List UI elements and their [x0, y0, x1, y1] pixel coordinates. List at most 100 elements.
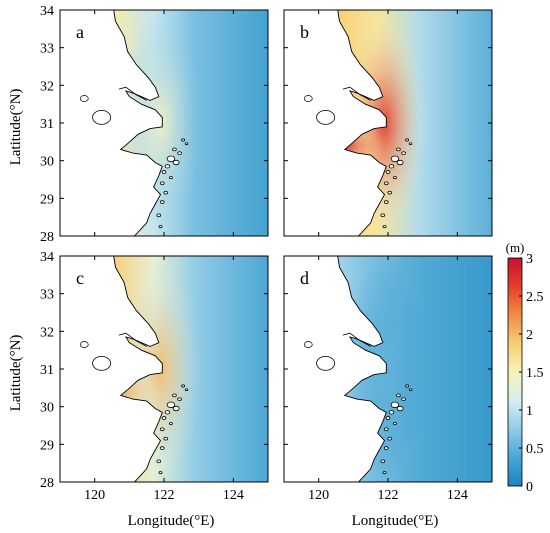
panel-c-field	[60, 256, 268, 482]
panel-a-island	[166, 155, 176, 162]
panel-c-island	[163, 436, 169, 441]
panel-b-river	[342, 86, 371, 101]
panel-a-label: a	[76, 22, 84, 42]
panel-a-island	[156, 213, 162, 218]
panel-c-island	[156, 459, 162, 464]
y-tick-label: 33	[40, 42, 54, 57]
panel-b-island	[401, 151, 406, 155]
panel-a-island	[172, 159, 180, 166]
panel-d-island	[401, 397, 406, 401]
panel-b-field	[284, 10, 492, 236]
panel-a-island	[169, 176, 173, 180]
x-tick-label: 124	[223, 488, 244, 503]
panel-d: d 120 122 124	[283, 255, 493, 503]
x-tick-label: 124	[447, 488, 468, 503]
panel-d-river	[342, 332, 371, 347]
panel-c-island	[161, 416, 167, 420]
ylabel-top: Latitude(°N)	[8, 89, 24, 166]
panel-b-island	[396, 147, 401, 152]
panel-d-island	[383, 427, 389, 432]
panel-c-island	[164, 410, 171, 415]
panel-c-island	[177, 397, 182, 401]
panel-c-island	[181, 384, 185, 388]
colorbar: (m)3 2.5 2 1.5 1 0.5 0	[506, 240, 544, 495]
colorbar-tick-label: 0	[526, 480, 533, 495]
panel-d-island	[385, 416, 391, 420]
y-tick-label: 34	[40, 4, 54, 19]
panel-d-island	[390, 401, 400, 408]
panel-a-island	[161, 170, 167, 174]
y-tick-label: 33	[40, 288, 54, 303]
y-tick-label: 31	[40, 363, 54, 378]
panel-d-small-lake	[303, 341, 313, 348]
y-tick-label: 29	[40, 192, 54, 207]
panel-c-island	[158, 471, 163, 475]
panel-a-land	[60, 10, 163, 236]
panel-c-label: c	[76, 268, 84, 288]
panel-c-island	[172, 393, 177, 398]
panel-b-island	[383, 200, 389, 204]
panel-b-island	[385, 170, 391, 174]
xlabel-left: Longitude(°E)	[128, 513, 215, 529]
xlabel-right: Longitude(°E)	[352, 513, 439, 529]
y-tick-label: 34	[40, 250, 54, 265]
panel-a-island	[172, 147, 177, 152]
panel-c-island	[159, 427, 165, 432]
map-panels: a 34 33 32 31 30 29 28 b c 34 33 32 31 30 29 28 120 122 124…	[40, 4, 493, 503]
panel-d-island	[405, 384, 409, 388]
x-tick-label: 122	[378, 488, 399, 503]
panel-c-island	[184, 388, 189, 392]
x-tick-label: 122	[154, 488, 175, 503]
panel-b: b	[283, 9, 493, 237]
panel-b-label: b	[300, 22, 309, 42]
y-tick-label: 28	[40, 230, 54, 245]
x-tick-label: 120	[308, 488, 329, 503]
y-tick-label: 30	[40, 401, 54, 416]
colorbar-unit: (m)	[506, 240, 525, 255]
panel-b-small-lake	[303, 95, 313, 102]
panel-d-island	[387, 436, 393, 441]
panel-c-island	[172, 405, 180, 412]
panel-a-river	[118, 86, 147, 101]
panel-b-island	[380, 213, 386, 218]
x-tick-label: 120	[84, 488, 105, 503]
panel-b-island	[405, 138, 409, 142]
panel-a-island	[177, 151, 182, 155]
panel-a-small-lake	[79, 95, 89, 102]
panel-b-island	[383, 181, 389, 186]
panel-b-island	[390, 155, 400, 162]
panel-d-island	[388, 410, 395, 415]
panel-d-island	[380, 459, 386, 464]
ylabel-bottom: Latitude(°N)	[8, 335, 24, 412]
panel-b-island	[382, 225, 387, 229]
colorbar-tick-label: 3	[526, 252, 533, 267]
panel-d-island	[382, 471, 387, 475]
panel-d-lake	[316, 355, 336, 371]
panel-c-lake	[92, 355, 111, 371]
y-tick-label: 32	[40, 325, 54, 340]
panel-c-river	[118, 332, 147, 347]
panel-a-island	[181, 138, 185, 142]
colorbar-tick-label: 1.5	[526, 366, 544, 381]
panel-c-small-lake	[79, 341, 89, 348]
panel-a-island	[159, 200, 165, 204]
panel-d-island	[396, 405, 404, 412]
y-tick-label: 30	[40, 155, 54, 170]
panel-b-island	[396, 159, 404, 166]
panel-b-island	[388, 164, 395, 169]
panel-c: c 34 33 32 31 30 29 28 120 122 124	[40, 250, 269, 503]
panel-c-land	[60, 256, 163, 482]
panel-a-field	[60, 10, 268, 236]
panel-b-island	[387, 190, 393, 195]
panel-a-lake	[92, 109, 111, 125]
panel-b-lake	[316, 109, 336, 125]
panel-c-island	[169, 422, 173, 426]
panel-a-island	[163, 190, 169, 195]
panel-a-island	[164, 164, 171, 169]
panel-d-land	[284, 256, 387, 482]
panel-a-island	[184, 142, 189, 146]
colorbar-tick-label: 2.5	[526, 290, 544, 305]
y-tick-label: 32	[40, 79, 54, 94]
panel-b-island	[393, 176, 397, 180]
panel-a-island	[158, 225, 163, 229]
